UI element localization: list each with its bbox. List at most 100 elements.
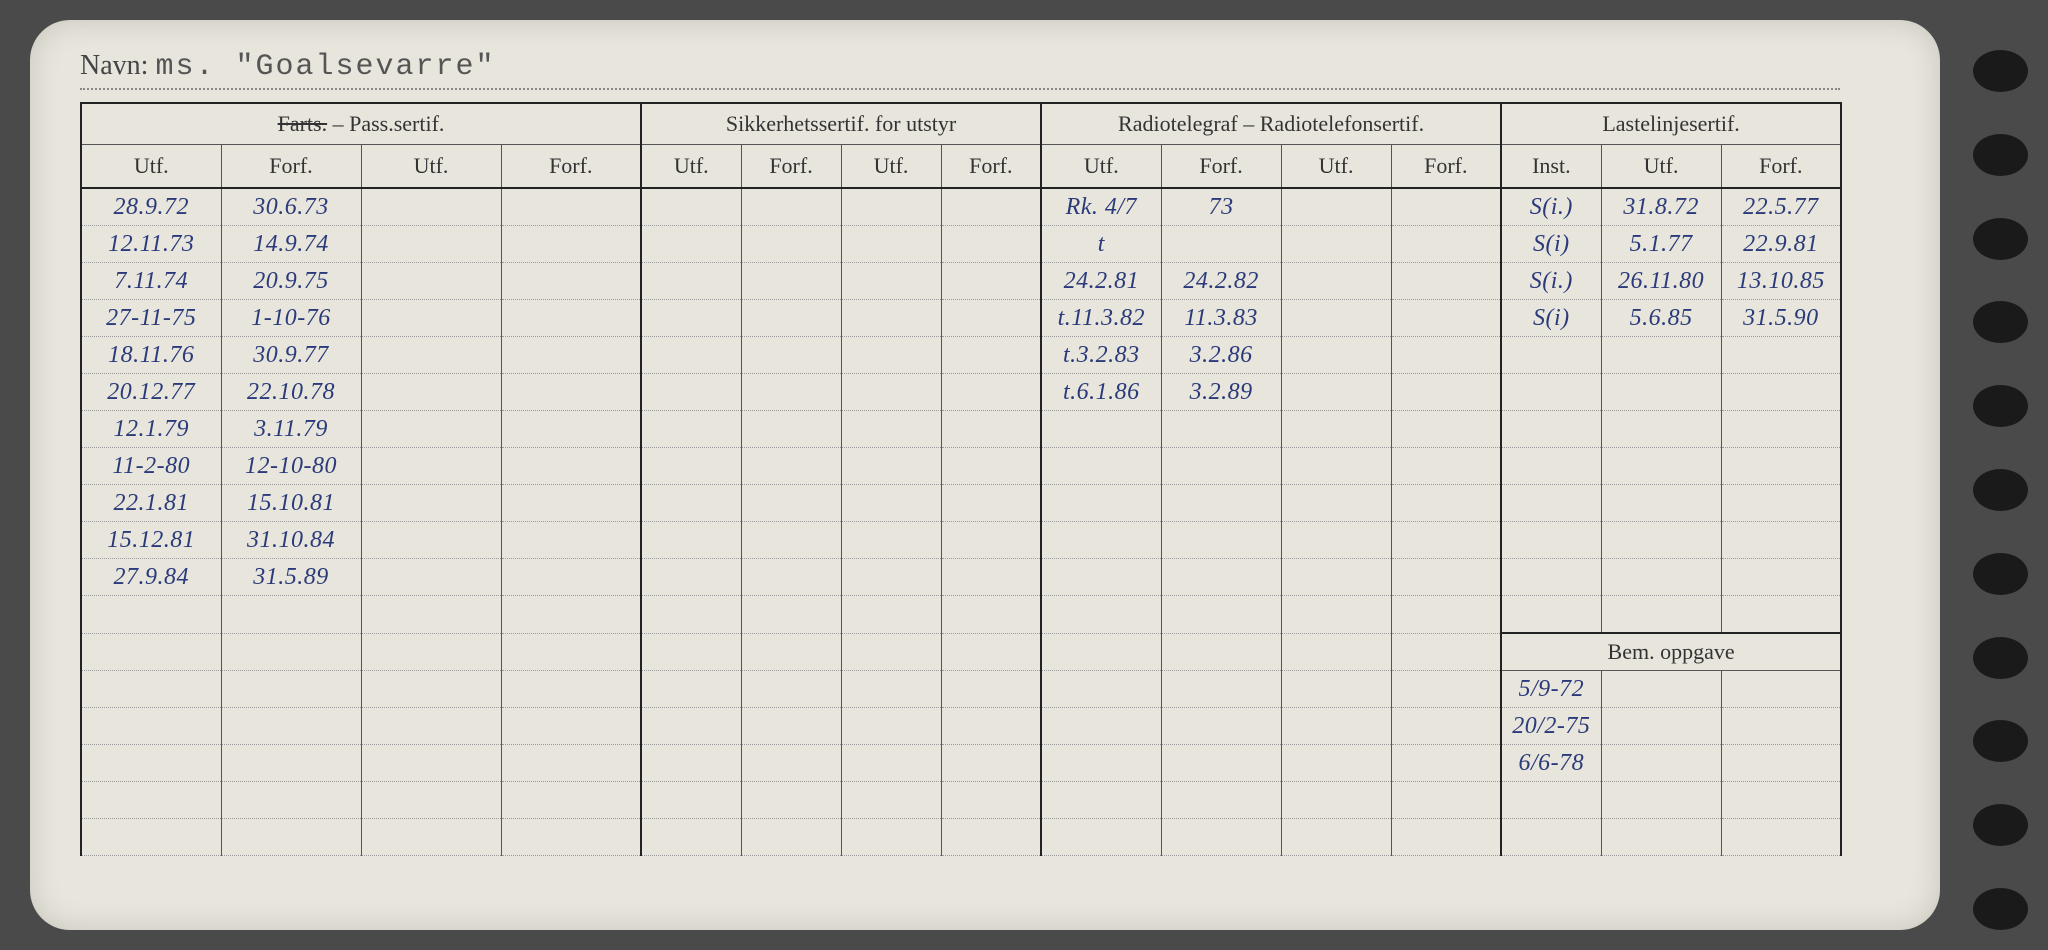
cell: 31.10.84: [221, 522, 361, 559]
cell: [641, 263, 741, 300]
cell: [741, 745, 841, 782]
table-row: 15.12.8131.10.84: [81, 522, 1841, 559]
cell: [741, 485, 841, 522]
cell: [1161, 633, 1281, 671]
hole-icon: [1973, 804, 2028, 846]
cell: [361, 671, 501, 708]
table-row: 28.9.7230.6.73Rk. 4/773S(i.)31.8.7222.5.…: [81, 188, 1841, 226]
cell: [1721, 337, 1841, 374]
cell: [361, 263, 501, 300]
table-row: 12.1.793.11.79: [81, 411, 1841, 448]
cell: [1041, 671, 1161, 708]
cell: [361, 188, 501, 226]
cell: 5.6.85: [1601, 300, 1721, 337]
cell: [941, 522, 1041, 559]
handwritten-value: t.11.3.82: [1058, 305, 1145, 331]
cell: [1391, 226, 1501, 263]
cell: [641, 633, 741, 671]
cell: [841, 188, 941, 226]
cell: 5.1.77: [1601, 226, 1721, 263]
cell: [1501, 596, 1601, 634]
cell: [641, 300, 741, 337]
cell: [501, 559, 641, 596]
handwritten-value: 31.10.84: [247, 527, 335, 553]
sub-utf: Utf.: [81, 145, 221, 189]
cell: [1281, 485, 1391, 522]
sub-utf: Utf.: [841, 145, 941, 189]
cell: [361, 633, 501, 671]
cell: [941, 819, 1041, 856]
cell: [1721, 411, 1841, 448]
cell: 22.1.81: [81, 485, 221, 522]
cell: [841, 226, 941, 263]
cell: [1281, 411, 1391, 448]
cell: [1391, 596, 1501, 634]
handwritten-value: 7.11.74: [114, 268, 188, 294]
table-row: 11-2-80 12-10-80: [81, 448, 1841, 485]
cell: 14.9.74: [221, 226, 361, 263]
cell: [741, 671, 841, 708]
cell: [501, 226, 641, 263]
cell: [81, 633, 221, 671]
hole-icon: [1973, 888, 2028, 930]
sub-forf: Forf.: [1721, 145, 1841, 189]
cell: [1721, 522, 1841, 559]
cell: [1501, 337, 1601, 374]
cell: [941, 374, 1041, 411]
cell: [1281, 226, 1391, 263]
cell: [1721, 745, 1841, 782]
handwritten-value: 24.2.81: [1064, 268, 1140, 294]
cell: [501, 337, 641, 374]
cell: [741, 374, 841, 411]
index-card: Navn: ms. "Goalsevarre" Farts. – Pass.se…: [30, 20, 1940, 930]
cell: [361, 559, 501, 596]
name-label: Navn:: [80, 50, 148, 81]
cell: [941, 596, 1041, 634]
cell: [1161, 448, 1281, 485]
hole-icon: [1973, 134, 2028, 176]
cell: [841, 300, 941, 337]
cell: [361, 782, 501, 819]
cell: [1391, 448, 1501, 485]
cell: [361, 522, 501, 559]
cell: 30.6.73: [221, 188, 361, 226]
cell: [1281, 374, 1391, 411]
sub-forf: Forf.: [1161, 145, 1281, 189]
handwritten-value: 11.3.83: [1184, 305, 1258, 331]
cell: [641, 671, 741, 708]
cell: [1601, 745, 1721, 782]
cell: [1721, 448, 1841, 485]
handwritten-value: 11-2-80: [112, 453, 190, 479]
cell: 1-10-76: [221, 300, 361, 337]
handwritten-value: S(i.): [1530, 268, 1573, 294]
cell: [741, 596, 841, 634]
table-row: [81, 819, 1841, 856]
cell: [1161, 745, 1281, 782]
cell: 24.2.82: [1161, 263, 1281, 300]
cell: [1391, 188, 1501, 226]
cell: [1501, 819, 1601, 856]
cell: [501, 411, 641, 448]
cell: [81, 596, 221, 634]
sub-forf: Forf.: [1391, 145, 1501, 189]
sub-forf: Forf.: [741, 145, 841, 189]
sub-utf: Utf.: [361, 145, 501, 189]
cell: [941, 485, 1041, 522]
cell: [841, 671, 941, 708]
handwritten-value: 20.12.77: [107, 379, 195, 405]
certificate-table: Farts. – Pass.sertif. Sikkerhetssertif. …: [80, 102, 1842, 856]
cell: [1161, 596, 1281, 634]
handwritten-value: 24.2.82: [1183, 268, 1259, 294]
cell: [1161, 782, 1281, 819]
cell: [1601, 411, 1721, 448]
cell: [1601, 782, 1721, 819]
handwritten-value: 1-10-76: [251, 305, 330, 331]
cell: [841, 263, 941, 300]
cell: 12-10-80: [221, 448, 361, 485]
cell: S(i): [1501, 226, 1601, 263]
table-row: 27.9.8431.5.89: [81, 559, 1841, 596]
cell: [1721, 819, 1841, 856]
cell: 73: [1161, 188, 1281, 226]
handwritten-value: 6/6-78: [1518, 750, 1584, 776]
cell: [1391, 819, 1501, 856]
